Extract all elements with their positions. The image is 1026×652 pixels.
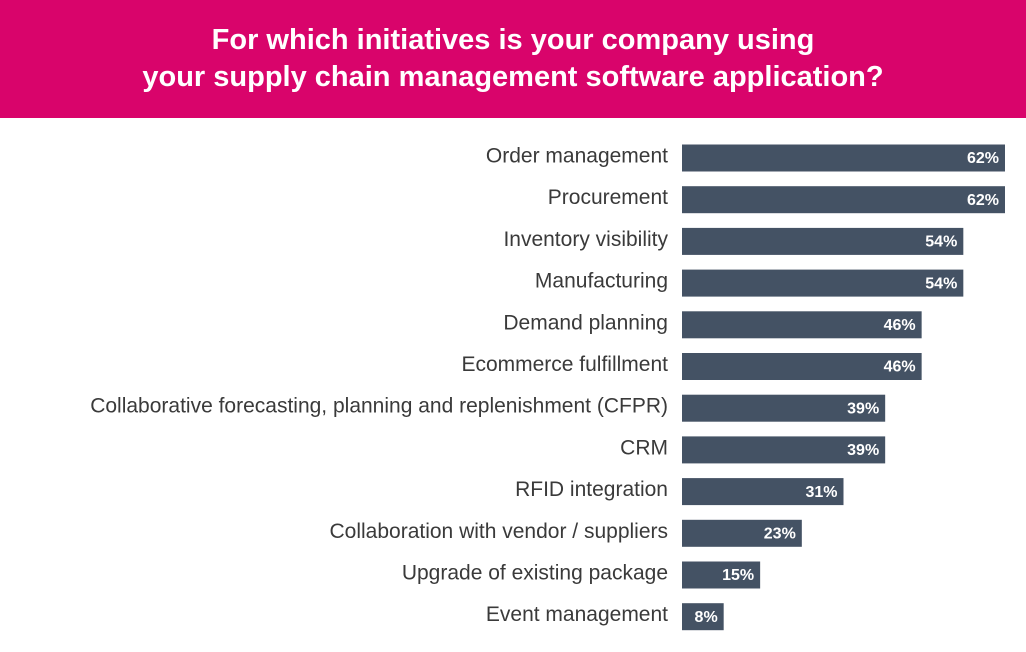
category-label: Demand planning — [503, 311, 668, 334]
category-label: Manufacturing — [535, 270, 668, 293]
value-label: 15% — [722, 567, 754, 584]
bar-group: Manufacturing 54% — [535, 269, 964, 297]
category-label: Procurement — [548, 186, 668, 209]
value-label: 31% — [805, 484, 837, 501]
value-label: 54% — [925, 275, 957, 292]
category-label: Inventory visibility — [503, 228, 668, 251]
bar-chart: Order management 62% Procurement 62% Invento… — [90, 144, 1005, 631]
bar — [682, 269, 964, 297]
bar-group: Demand planning 46% — [503, 311, 922, 339]
value-label: 62% — [967, 150, 999, 167]
bar — [682, 353, 922, 380]
category-label: RFID integration — [515, 478, 668, 501]
bar-group: Procurement 62% — [548, 186, 1005, 214]
value-label: 39% — [847, 400, 879, 417]
value-label: 8% — [695, 609, 718, 626]
bar-group: Upgrade of existing package 15% — [402, 561, 761, 589]
bar-group: Event management 8% — [486, 603, 724, 631]
category-label: Ecommerce fulfillment — [461, 353, 668, 376]
bar — [682, 186, 1005, 214]
bar — [682, 311, 922, 339]
category-label: Collaboration with vendor / suppliers — [329, 520, 668, 543]
value-label: 46% — [884, 317, 916, 334]
bar-group: Collaboration with vendor / suppliers 23% — [329, 519, 802, 547]
bar — [682, 394, 886, 422]
category-label: Collaborative forecasting, planning and … — [90, 395, 668, 418]
value-label: 62% — [967, 192, 999, 209]
category-label: CRM — [620, 436, 668, 459]
bar — [682, 561, 761, 589]
bar — [682, 519, 802, 547]
value-label: 54% — [925, 234, 957, 251]
bar — [682, 603, 724, 631]
bar-group: Collaborative forecasting, planning and … — [90, 394, 886, 422]
bar-group: Order management 62% — [486, 144, 1005, 172]
bar — [682, 144, 1005, 172]
category-label: Upgrade of existing package — [402, 562, 668, 585]
bar — [682, 436, 886, 464]
bar — [682, 478, 844, 506]
bar-group: Ecommerce fulfillment 46% — [461, 353, 922, 380]
value-label: 39% — [847, 442, 879, 459]
chart-title-line-1: For which initiatives is your company us… — [211, 24, 815, 56]
value-label: 23% — [764, 526, 796, 543]
bar — [682, 227, 964, 255]
bar-group: RFID integration 31% — [515, 478, 844, 506]
bar-group: Inventory visibility 54% — [503, 227, 964, 255]
chart-title-line-2: your supply chain management software ap… — [142, 61, 884, 93]
chart-header: For which initiatives is your company us… — [0, 0, 1026, 118]
category-label: Event management — [486, 603, 668, 626]
category-label: Order management — [486, 145, 668, 168]
value-label: 46% — [884, 359, 916, 376]
bar-group: CRM 39% — [620, 436, 886, 464]
